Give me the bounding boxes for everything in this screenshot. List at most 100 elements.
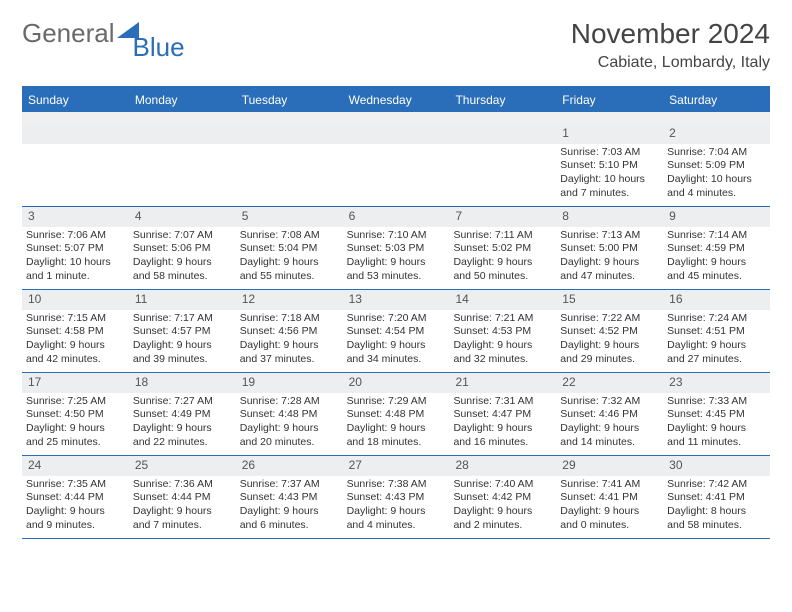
- sunset-text: Sunset: 4:42 PM: [453, 491, 552, 505]
- sunset-text: Sunset: 4:43 PM: [240, 491, 339, 505]
- brand-logo: General Blue: [22, 18, 191, 49]
- sunset-text: Sunset: 4:48 PM: [347, 408, 446, 422]
- sunset-text: Sunset: 5:03 PM: [347, 242, 446, 256]
- day-body: Sunrise: 7:40 AMSunset: 4:42 PMDaylight:…: [449, 476, 556, 537]
- day-number: 19: [236, 373, 343, 393]
- sunrise-text: Sunrise: 7:20 AM: [347, 312, 446, 326]
- day-cell: 29Sunrise: 7:41 AMSunset: 4:41 PMDayligh…: [556, 456, 663, 538]
- sunrise-text: Sunrise: 7:22 AM: [560, 312, 659, 326]
- day-cell: 4Sunrise: 7:07 AMSunset: 5:06 PMDaylight…: [129, 207, 236, 289]
- sunset-text: Sunset: 4:58 PM: [26, 325, 125, 339]
- day-cell: 12Sunrise: 7:18 AMSunset: 4:56 PMDayligh…: [236, 290, 343, 372]
- day-body: Sunrise: 7:38 AMSunset: 4:43 PMDaylight:…: [343, 476, 450, 537]
- sunset-text: Sunset: 4:44 PM: [26, 491, 125, 505]
- day-number: 23: [663, 373, 770, 393]
- daylight-text: Daylight: 9 hours and 20 minutes.: [240, 422, 339, 449]
- week-row: 17Sunrise: 7:25 AMSunset: 4:50 PMDayligh…: [22, 372, 770, 455]
- day-body: Sunrise: 7:42 AMSunset: 4:41 PMDaylight:…: [663, 476, 770, 537]
- day-cell: [449, 124, 556, 206]
- week-row: 10Sunrise: 7:15 AMSunset: 4:58 PMDayligh…: [22, 289, 770, 372]
- day-cell: 20Sunrise: 7:29 AMSunset: 4:48 PMDayligh…: [343, 373, 450, 455]
- day-body: Sunrise: 7:22 AMSunset: 4:52 PMDaylight:…: [556, 310, 663, 371]
- daylight-text: Daylight: 9 hours and 18 minutes.: [347, 422, 446, 449]
- sunset-text: Sunset: 5:02 PM: [453, 242, 552, 256]
- sunrise-text: Sunrise: 7:08 AM: [240, 229, 339, 243]
- sunset-text: Sunset: 4:57 PM: [133, 325, 232, 339]
- sunset-text: Sunset: 4:54 PM: [347, 325, 446, 339]
- day-body: Sunrise: 7:35 AMSunset: 4:44 PMDaylight:…: [22, 476, 129, 537]
- day-number: 5: [236, 207, 343, 227]
- day-body: Sunrise: 7:13 AMSunset: 5:00 PMDaylight:…: [556, 227, 663, 288]
- day-cell: [343, 124, 450, 206]
- sunrise-text: Sunrise: 7:32 AM: [560, 395, 659, 409]
- daylight-text: Daylight: 9 hours and 37 minutes.: [240, 339, 339, 366]
- day-number: 4: [129, 207, 236, 227]
- day-number: 22: [556, 373, 663, 393]
- dow-row: Sunday Monday Tuesday Wednesday Thursday…: [22, 88, 770, 112]
- day-cell: 13Sunrise: 7:20 AMSunset: 4:54 PMDayligh…: [343, 290, 450, 372]
- day-body: [343, 144, 450, 150]
- sunset-text: Sunset: 4:41 PM: [667, 491, 766, 505]
- sunrise-text: Sunrise: 7:21 AM: [453, 312, 552, 326]
- day-cell: 28Sunrise: 7:40 AMSunset: 4:42 PMDayligh…: [449, 456, 556, 538]
- sunset-text: Sunset: 4:52 PM: [560, 325, 659, 339]
- dow-thursday: Thursday: [449, 88, 556, 112]
- day-cell: 8Sunrise: 7:13 AMSunset: 5:00 PMDaylight…: [556, 207, 663, 289]
- day-number: 28: [449, 456, 556, 476]
- day-cell: 19Sunrise: 7:28 AMSunset: 4:48 PMDayligh…: [236, 373, 343, 455]
- day-cell: 3Sunrise: 7:06 AMSunset: 5:07 PMDaylight…: [22, 207, 129, 289]
- day-body: Sunrise: 7:17 AMSunset: 4:57 PMDaylight:…: [129, 310, 236, 371]
- dow-monday: Monday: [129, 88, 236, 112]
- day-cell: [22, 124, 129, 206]
- day-number: 30: [663, 456, 770, 476]
- sunset-text: Sunset: 4:44 PM: [133, 491, 232, 505]
- sunset-text: Sunset: 4:53 PM: [453, 325, 552, 339]
- sunset-text: Sunset: 5:04 PM: [240, 242, 339, 256]
- day-cell: [129, 124, 236, 206]
- day-number: 17: [22, 373, 129, 393]
- sunset-text: Sunset: 5:06 PM: [133, 242, 232, 256]
- sunrise-text: Sunrise: 7:42 AM: [667, 478, 766, 492]
- sunset-text: Sunset: 4:51 PM: [667, 325, 766, 339]
- daylight-text: Daylight: 9 hours and 0 minutes.: [560, 505, 659, 532]
- day-body: Sunrise: 7:06 AMSunset: 5:07 PMDaylight:…: [22, 227, 129, 288]
- day-cell: 5Sunrise: 7:08 AMSunset: 5:04 PMDaylight…: [236, 207, 343, 289]
- day-cell: 18Sunrise: 7:27 AMSunset: 4:49 PMDayligh…: [129, 373, 236, 455]
- sunrise-text: Sunrise: 7:11 AM: [453, 229, 552, 243]
- spacer-row: [22, 112, 770, 124]
- day-number: 21: [449, 373, 556, 393]
- day-cell: 1Sunrise: 7:03 AMSunset: 5:10 PMDaylight…: [556, 124, 663, 206]
- sunrise-text: Sunrise: 7:13 AM: [560, 229, 659, 243]
- day-number: 6: [343, 207, 450, 227]
- sunrise-text: Sunrise: 7:41 AM: [560, 478, 659, 492]
- day-cell: 22Sunrise: 7:32 AMSunset: 4:46 PMDayligh…: [556, 373, 663, 455]
- daylight-text: Daylight: 9 hours and 6 minutes.: [240, 505, 339, 532]
- day-number: 1: [556, 124, 663, 144]
- day-number: 29: [556, 456, 663, 476]
- day-number: 7: [449, 207, 556, 227]
- day-number: 8: [556, 207, 663, 227]
- daylight-text: Daylight: 9 hours and 47 minutes.: [560, 256, 659, 283]
- day-number: 18: [129, 373, 236, 393]
- daylight-text: Daylight: 9 hours and 34 minutes.: [347, 339, 446, 366]
- day-number: 26: [236, 456, 343, 476]
- day-number: 15: [556, 290, 663, 310]
- day-cell: 24Sunrise: 7:35 AMSunset: 4:44 PMDayligh…: [22, 456, 129, 538]
- day-body: Sunrise: 7:10 AMSunset: 5:03 PMDaylight:…: [343, 227, 450, 288]
- header: General Blue November 2024 Cabiate, Lomb…: [22, 18, 770, 72]
- sunrise-text: Sunrise: 7:31 AM: [453, 395, 552, 409]
- sunset-text: Sunset: 4:56 PM: [240, 325, 339, 339]
- day-body: Sunrise: 7:28 AMSunset: 4:48 PMDaylight:…: [236, 393, 343, 454]
- day-cell: 11Sunrise: 7:17 AMSunset: 4:57 PMDayligh…: [129, 290, 236, 372]
- daylight-text: Daylight: 8 hours and 58 minutes.: [667, 505, 766, 532]
- sunrise-text: Sunrise: 7:06 AM: [26, 229, 125, 243]
- brand-general: General: [22, 18, 115, 49]
- sunrise-text: Sunrise: 7:40 AM: [453, 478, 552, 492]
- daylight-text: Daylight: 10 hours and 7 minutes.: [560, 173, 659, 200]
- title-block: November 2024 Cabiate, Lombardy, Italy: [571, 18, 770, 72]
- sunrise-text: Sunrise: 7:10 AM: [347, 229, 446, 243]
- day-cell: 16Sunrise: 7:24 AMSunset: 4:51 PMDayligh…: [663, 290, 770, 372]
- daylight-text: Daylight: 9 hours and 14 minutes.: [560, 422, 659, 449]
- sunset-text: Sunset: 5:09 PM: [667, 159, 766, 173]
- dow-friday: Friday: [556, 88, 663, 112]
